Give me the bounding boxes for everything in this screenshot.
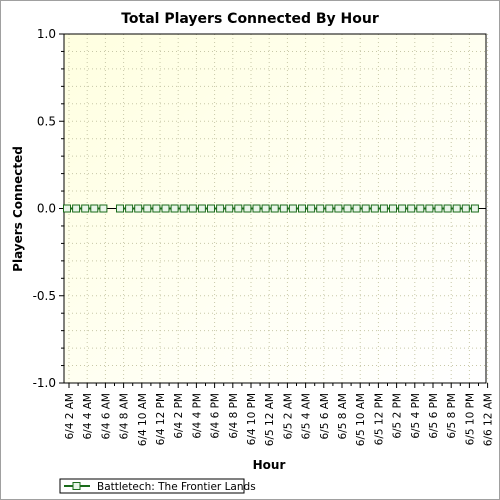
data-point: [425, 204, 434, 213]
data-point: [307, 204, 316, 213]
x-tick-label: 6/5 8 AM: [337, 393, 349, 440]
x-tick-label: 6/5 4 AM: [301, 393, 313, 440]
data-point: [461, 204, 470, 213]
data-point: [452, 204, 461, 213]
data-point: [470, 204, 479, 213]
data-point: [216, 204, 225, 213]
x-tick-label: 6/5 6 PM: [428, 393, 440, 439]
x-tick-label: 6/4 6 PM: [210, 393, 222, 439]
data-point: [416, 204, 425, 213]
data-point: [207, 204, 215, 213]
data-point: [161, 204, 170, 213]
x-tick-label: 6/5 12 PM: [373, 393, 385, 445]
data-point: [343, 204, 352, 213]
data-point: [170, 204, 179, 213]
data-point: [407, 204, 416, 213]
data-point: [270, 204, 279, 213]
data-point: [152, 204, 161, 213]
data-point: [243, 204, 252, 213]
x-tick-label: 6/4 2 AM: [64, 393, 76, 440]
data-point: [188, 204, 197, 213]
y-axis-title: Players Connected: [11, 146, 25, 272]
x-tick-label: 6/5 4 PM: [410, 393, 422, 439]
x-tick-label: 6/5 6 AM: [319, 393, 331, 440]
data-point: [99, 204, 108, 213]
data-point: [279, 204, 288, 213]
x-tick-label: 6/5 2 PM: [392, 393, 404, 439]
data-point: [389, 204, 397, 213]
x-axis-title: Hour: [253, 458, 286, 472]
data-point: [334, 204, 343, 213]
legend: Battletech: The Frontier Lands: [59, 478, 256, 494]
data-point: [179, 204, 188, 213]
data-point: [443, 204, 452, 213]
legend-box: [59, 478, 245, 494]
x-tick-label: 6/5 10 PM: [464, 393, 476, 445]
data-point: [288, 204, 297, 213]
data-point: [143, 204, 152, 213]
data-point: [125, 204, 134, 213]
y-tick-label: 0.5: [37, 114, 56, 128]
data-point: [325, 204, 334, 213]
data-point: [116, 204, 124, 213]
x-tick-label: 6/5 8 PM: [446, 393, 458, 439]
x-tick-label: 6/5 10 AM: [355, 393, 367, 446]
x-tick-label: 6/4 8 AM: [119, 393, 131, 440]
x-tick-label: 6/4 2 PM: [173, 393, 185, 439]
x-tick-label: 6/5 12 AM: [264, 393, 276, 446]
data-point: [81, 204, 90, 213]
data-point: [90, 204, 99, 213]
plot-area: 1.0 0.5 0.0 -0.5 -1.0 6/4 2 AM 6/4 4 AM 6/4 6 A…: [33, 27, 495, 446]
data-point: [72, 204, 81, 213]
x-tick-label: 6/4 12 PM: [155, 393, 167, 445]
x-tick-label: 6/4 4 AM: [82, 393, 94, 440]
chart-title: Total Players Connected By Hour: [121, 11, 379, 27]
y-tick-label: -1.0: [33, 376, 56, 390]
data-point: [197, 204, 206, 213]
data-point: [316, 204, 325, 213]
data-point: [379, 204, 388, 213]
legend-label: Battletech: The Frontier Lands: [97, 481, 256, 493]
x-tick-label: 6/6 12 AM: [483, 393, 495, 446]
x-tick-label: 6/4 8 PM: [228, 393, 240, 439]
data-point: [370, 204, 379, 213]
data-point: [225, 204, 234, 213]
x-tick-label: 6/5 2 AM: [282, 393, 294, 440]
data-point: [298, 204, 306, 213]
x-tick-label: 6/4 10 AM: [137, 393, 149, 446]
y-tick-label: 1.0: [37, 27, 56, 41]
x-tick-label: 6/4 10 PM: [246, 393, 258, 445]
data-point: [261, 204, 270, 213]
y-tick-label: -0.5: [33, 289, 56, 303]
x-tick-label: 6/4 4 PM: [191, 393, 203, 439]
x-tick-label: 6/4 6 AM: [100, 393, 112, 440]
y-tick-label: 0.0: [37, 202, 56, 216]
legend-marker-swatch: [72, 482, 81, 490]
data-point: [352, 204, 361, 213]
data-point: [234, 204, 243, 213]
data-point: [134, 204, 143, 213]
data-point: [63, 204, 71, 213]
data-point: [434, 204, 443, 213]
data-point: [252, 204, 261, 213]
data-point: [398, 204, 407, 213]
data-point: [361, 204, 370, 213]
